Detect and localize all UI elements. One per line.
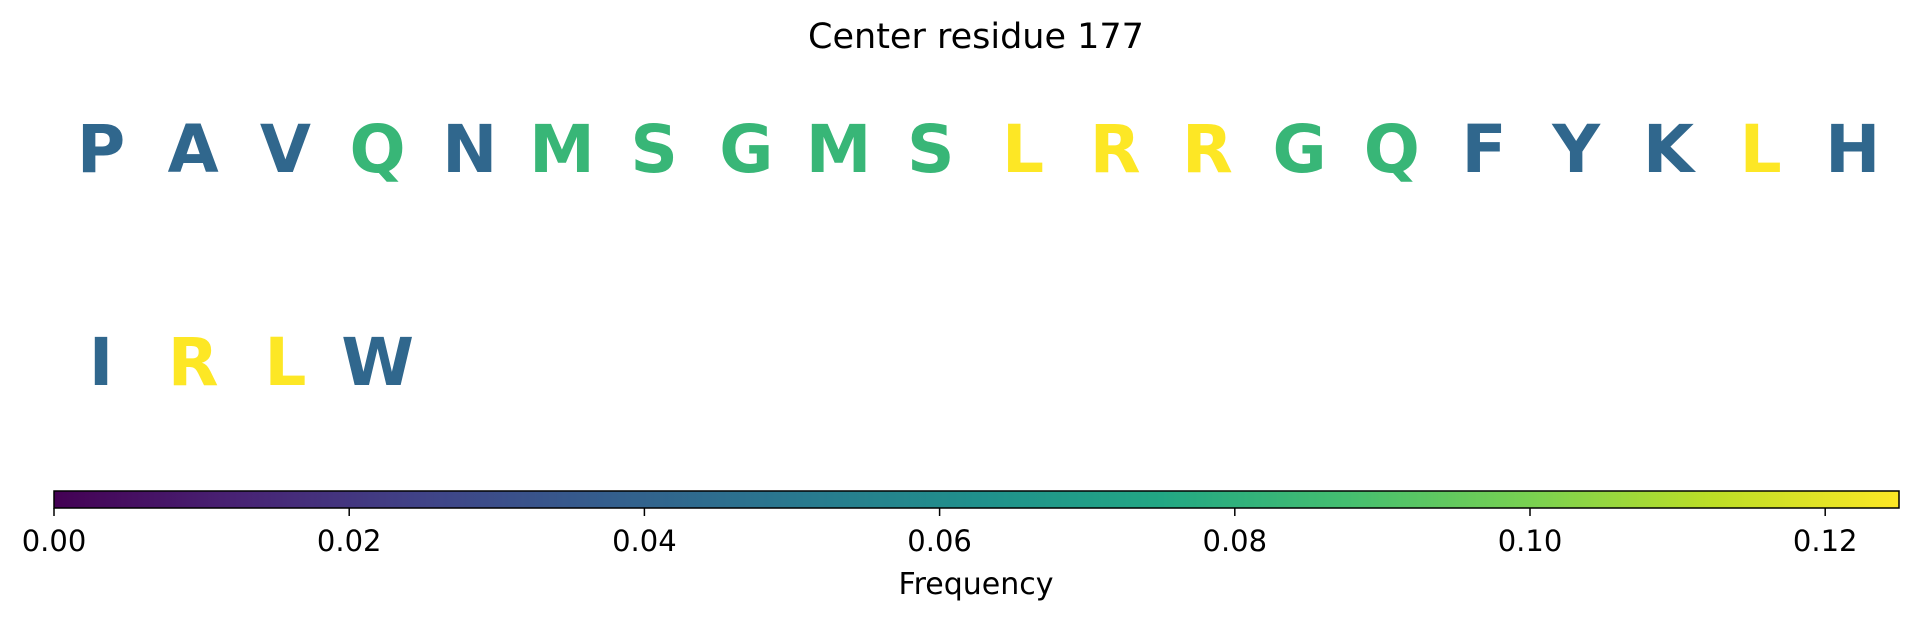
residue-letter: G: [719, 111, 773, 188]
colorbar-tick-label: 0.06: [907, 524, 972, 558]
colorbar-tick-label: 0.12: [1793, 524, 1858, 558]
residue-letter: S: [630, 111, 678, 188]
colorbar-tick-label: 0.04: [612, 524, 677, 558]
colorbar-label: Frequency: [899, 567, 1054, 602]
colorbar-tick-label: 0.02: [317, 524, 382, 558]
residue-letter: Y: [1551, 111, 1601, 188]
residue-letter: W: [341, 324, 414, 401]
residue-letter: R: [1182, 111, 1233, 188]
residue-letter: R: [1090, 111, 1141, 188]
residue-letter: L: [264, 324, 306, 401]
residue-letter: M: [529, 111, 595, 188]
residue-letter: Q: [1364, 111, 1420, 188]
residue-letter: K: [1643, 111, 1697, 188]
residue-letter: P: [77, 111, 125, 188]
residue-letter: N: [442, 111, 497, 188]
colorbar-tick-label: 0.00: [22, 524, 87, 558]
colorbar-tick-label: 0.10: [1498, 524, 1563, 558]
residue-letters: P A V Q N M S G M S L R R G Q F Y K L HI R L W: [77, 111, 1881, 401]
residue-letter: S: [907, 111, 955, 188]
colorbar-ticks: 0.00 0.02 0.04 0.06 0.08 0.10 0.12: [22, 508, 1858, 558]
residue-letter: M: [806, 111, 872, 188]
residue-letter: Q: [350, 111, 406, 188]
residue-letter: V: [260, 111, 311, 188]
residue-letter: R: [168, 324, 219, 401]
residue-letter: I: [89, 324, 114, 401]
colorbar-tick-label: 0.08: [1203, 524, 1268, 558]
residue-letter: H: [1825, 111, 1880, 188]
residue-letter: G: [1273, 111, 1327, 188]
residue-letter: F: [1461, 111, 1506, 188]
residue-letter: A: [168, 111, 219, 188]
colorbar: [53, 490, 1900, 509]
residue-letter: L: [1740, 111, 1782, 188]
residue-letter: L: [1002, 111, 1044, 188]
chart-title: Center residue 177: [808, 17, 1144, 57]
